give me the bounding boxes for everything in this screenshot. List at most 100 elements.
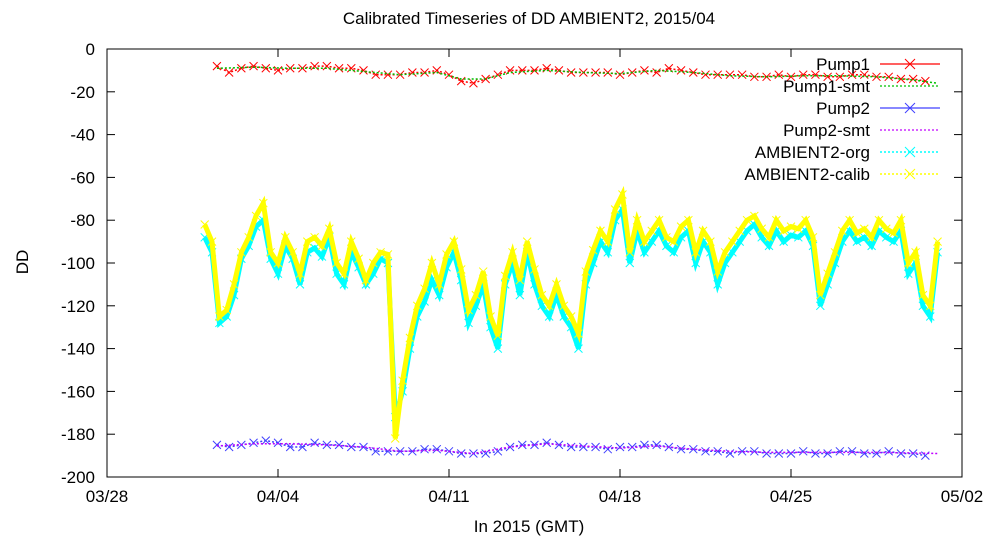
legend-swatch-marker: [904, 102, 916, 114]
data-point: [334, 63, 344, 73]
data-point: [925, 301, 935, 311]
data-point: [432, 444, 442, 454]
data-point: [852, 228, 862, 238]
data-point: [530, 265, 539, 274]
data-point: [779, 237, 789, 246]
data-point: [640, 440, 649, 450]
data-point: [224, 68, 234, 77]
data-point: [273, 66, 283, 75]
data-point: [859, 224, 869, 234]
data-point: [652, 68, 661, 77]
data-point: [713, 70, 723, 80]
data-point: [615, 442, 625, 452]
data-point: [339, 280, 349, 289]
data-point: [874, 215, 884, 225]
data-point: [728, 237, 737, 246]
data-point: [383, 446, 393, 456]
data-point: [390, 434, 400, 443]
data-point: [334, 440, 344, 450]
data-point: [662, 241, 671, 251]
data-point: [346, 237, 356, 246]
data-point: [625, 258, 635, 268]
y-tick-label: -120: [61, 297, 95, 316]
data-point: [408, 446, 417, 456]
y-tick-label: -80: [70, 211, 95, 230]
data-point: [442, 250, 451, 259]
data-point: [493, 331, 503, 341]
data-point: [434, 280, 444, 289]
legend-label: Pump2-smt: [783, 121, 870, 140]
data-point: [786, 222, 796, 231]
data-point: [332, 258, 341, 268]
series-line: [216, 443, 938, 455]
data-point: [310, 232, 319, 242]
data-point: [764, 232, 774, 242]
data-point: [798, 446, 808, 456]
data-point: [412, 301, 422, 311]
data-point: [823, 72, 832, 82]
data-point: [684, 215, 693, 225]
data-point: [449, 237, 459, 246]
data-point: [574, 329, 583, 338]
data-point: [603, 237, 613, 246]
data-point: [405, 333, 415, 343]
data-point: [859, 70, 869, 80]
data-point: [847, 446, 857, 456]
data-point: [207, 237, 217, 246]
data-point: [815, 290, 825, 300]
legend-swatch-marker: [904, 58, 916, 70]
data-point: [359, 66, 368, 75]
data-point: [261, 436, 271, 445]
data-point: [615, 70, 625, 80]
data-point: [835, 446, 845, 456]
data-point: [288, 247, 298, 257]
data-point: [713, 267, 723, 276]
legend-label: Pump1: [816, 55, 870, 74]
data-point: [640, 66, 649, 75]
data-point: [720, 247, 730, 257]
data-point: [317, 252, 327, 261]
data-point: [258, 198, 268, 208]
data-point: [383, 70, 393, 80]
data-point: [786, 449, 796, 458]
data-point: [688, 68, 698, 77]
series-ambient2-calib: [200, 185, 942, 443]
data-point: [530, 440, 539, 450]
data-point: [881, 232, 891, 242]
data-point: [618, 190, 627, 199]
data-point: [669, 247, 679, 257]
data-point: [654, 215, 664, 225]
data-point: [376, 247, 385, 257]
data-point: [515, 275, 525, 285]
data-point: [554, 440, 564, 450]
data-point: [764, 241, 774, 251]
data-point: [212, 440, 222, 450]
data-point: [896, 215, 906, 225]
data-point: [872, 72, 881, 82]
data-point: [354, 254, 363, 264]
data-point: [779, 226, 789, 236]
data-point: [921, 76, 930, 86]
data-point: [339, 269, 349, 279]
data-point: [889, 237, 898, 246]
data-point: [762, 449, 771, 458]
data-point: [295, 280, 305, 289]
data-point: [669, 237, 679, 246]
data-point: [845, 215, 854, 225]
data-point: [823, 449, 832, 458]
data-point: [464, 318, 473, 328]
data-point: [434, 290, 444, 300]
data-point: [469, 78, 478, 88]
data-point: [933, 237, 942, 246]
data-point: [713, 280, 723, 289]
data-point: [867, 232, 876, 242]
data-point: [701, 446, 710, 456]
legend-label: AMBIENT2-org: [755, 143, 870, 162]
y-tick-label: -180: [61, 425, 95, 444]
data-point: [215, 318, 224, 328]
data-point: [676, 222, 686, 231]
data-point: [588, 245, 598, 255]
data-point: [725, 70, 735, 80]
data-point: [574, 344, 583, 353]
